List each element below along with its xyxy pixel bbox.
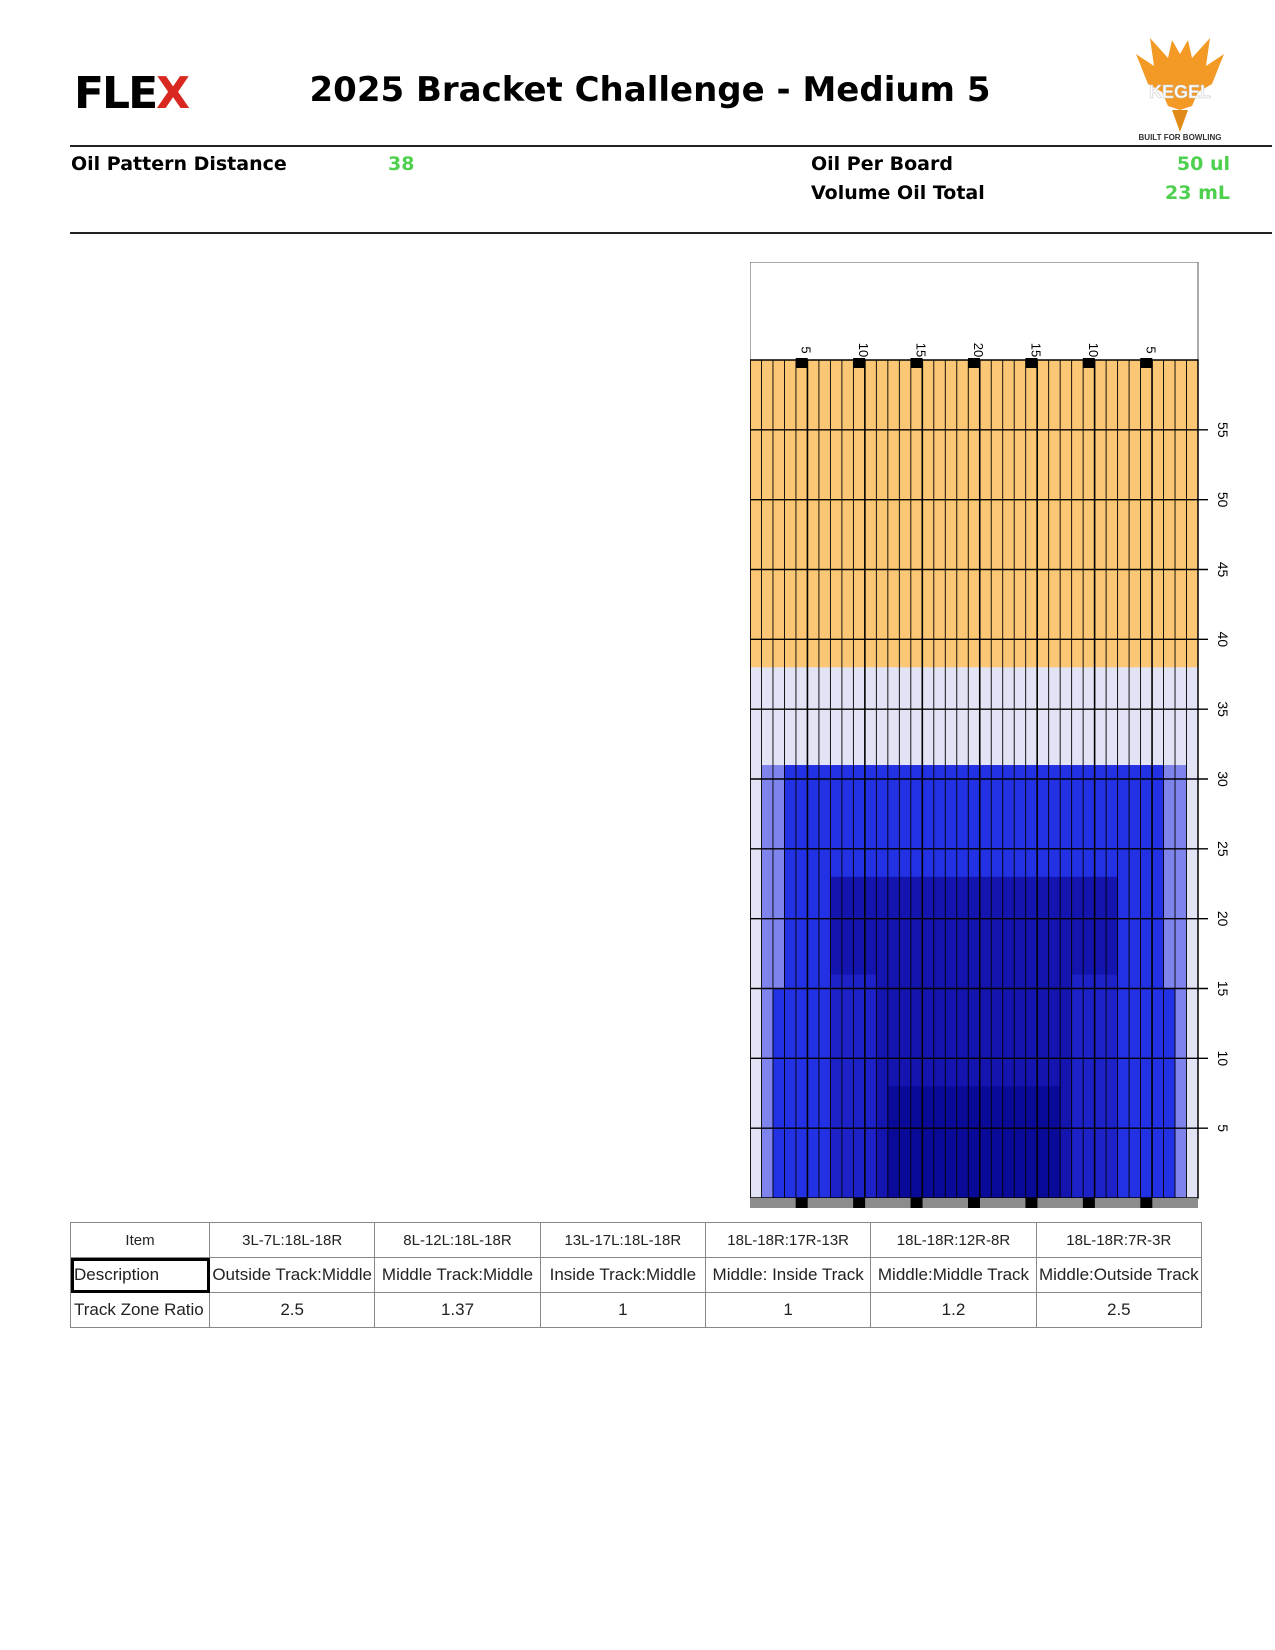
table-row-header[interactable]: Description [70,1257,210,1293]
distance-label: 45 [1215,562,1231,578]
distance-label: 35 [1215,701,1231,717]
board-marker-top [1025,358,1038,368]
board-marker-top [795,358,808,368]
distance-label: 25 [1215,841,1231,857]
board-marker-top [1082,358,1095,368]
table-header-cell: 13L-17L:18L-18R [539,1222,706,1258]
distance-label: 10 [1215,1051,1231,1067]
table-cell[interactable]: Middle: Inside Track [704,1257,872,1293]
volume-oil-total-value: 23 mL [1165,182,1230,204]
flex-logo-x: X [156,68,190,119]
table-cell[interactable]: 1.37 [374,1292,541,1328]
table-cell[interactable]: 1 [704,1292,872,1328]
table-cell[interactable]: Middle:Outside Track [1035,1257,1203,1293]
board-marker-bottom [1025,1198,1038,1208]
track-zone-table: Item 3L-7L:18L-18R 8L-12L:18L-18R 13L-17… [70,1222,1203,1328]
page-title: 2025 Bracket Challenge - Medium 5 [309,70,991,110]
table-cell[interactable]: 2.5 [1035,1292,1203,1328]
chart-header-box [750,262,1199,361]
board-marker-bottom [910,1198,923,1208]
table-row-header[interactable]: Track Zone Ratio [70,1292,210,1328]
kegel-logo: KEGEL BUILT FOR BOWLING [1136,38,1224,142]
table-cell[interactable]: Inside Track:Middle [539,1257,706,1293]
distance-label: 50 [1215,492,1231,508]
board-marker-bottom [1082,1198,1095,1208]
kegel-tagline: BUILT FOR BOWLING [1139,133,1222,142]
board-marker-top [910,358,923,368]
board-marker-bottom [968,1198,980,1208]
table-header-cell: 18L-18R:17R-13R [704,1222,872,1258]
board-marker-top [1140,358,1153,368]
board-label: 15 [1028,343,1043,357]
oil-per-board-label: Oil Per Board [811,153,953,175]
table-header-cell: 8L-12L:18L-18R [374,1222,541,1258]
distance-labels: 5 10 15 20 25 30 35 40 45 50 55 [1215,422,1231,1132]
board-label: 5 [799,346,814,353]
table-header-row: Item 3L-7L:18L-18R 8L-12L:18L-18R 13L-17… [70,1222,1203,1258]
oil-zone-dark2 [830,876,1118,975]
table-header-cell: 18L-18R:12R-8R [870,1222,1037,1258]
header-rule [70,145,1272,147]
stats-rule [70,232,1272,234]
board-marker-top [968,358,980,368]
distance-label: 20 [1215,911,1231,927]
table-cell[interactable]: 1 [539,1292,706,1328]
table-cell[interactable]: 2.5 [208,1292,376,1328]
oil-pattern-distance-label: Oil Pattern Distance [71,153,287,175]
board-label: 10 [1086,343,1101,357]
flex-logo-prefix: FLE [74,68,158,119]
oil-zone-dark3 [887,1086,1061,1198]
table-header-cell: Item [70,1222,210,1258]
board-label: 20 [971,343,986,357]
board-markers [795,358,1153,1208]
kegel-logo-text: KEGEL [1149,82,1211,102]
distance-label: 40 [1215,632,1231,648]
board-marker-top [853,358,866,368]
board-marker-bottom [853,1198,866,1208]
board-marker-bottom [1140,1198,1153,1208]
oil-per-board-value: 50 ul [1176,153,1230,175]
table-row: Description Outside Track:Middle Middle … [70,1257,1203,1293]
flex-logo: FLEX [74,72,190,116]
table-row: Track Zone Ratio 2.5 1.37 1 1 1.2 2.5 [70,1292,1203,1328]
table-header-cell: 18L-18R:7R-3R [1035,1222,1203,1258]
table-cell[interactable]: Middle:Middle Track [870,1257,1037,1293]
table-cell[interactable]: Outside Track:Middle [208,1257,376,1293]
table-header-cell: 3L-7L:18L-18R [208,1222,376,1258]
oil-pattern-distance-value: 38 [388,153,415,175]
eagle-icon [1136,38,1224,132]
table-cell[interactable]: Middle Track:Middle [374,1257,541,1293]
distance-label: 30 [1215,771,1231,787]
board-label: 15 [914,343,929,357]
board-label: 5 [1143,346,1158,353]
board-labels: 5 10 15 20 15 10 5 [799,343,1159,357]
board-label: 10 [856,343,871,357]
table-cell[interactable]: 1.2 [870,1292,1037,1328]
oil-pattern-chart: 5 10 15 20 15 10 5 5 10 15 20 25 30 35 40 45 50 55 [750,262,1231,1208]
distance-label: 15 [1215,981,1231,997]
volume-oil-total-label: Volume Oil Total [811,182,985,204]
distance-label: 55 [1215,422,1231,438]
distance-label: 5 [1215,1124,1231,1132]
board-marker-bottom [795,1198,808,1208]
